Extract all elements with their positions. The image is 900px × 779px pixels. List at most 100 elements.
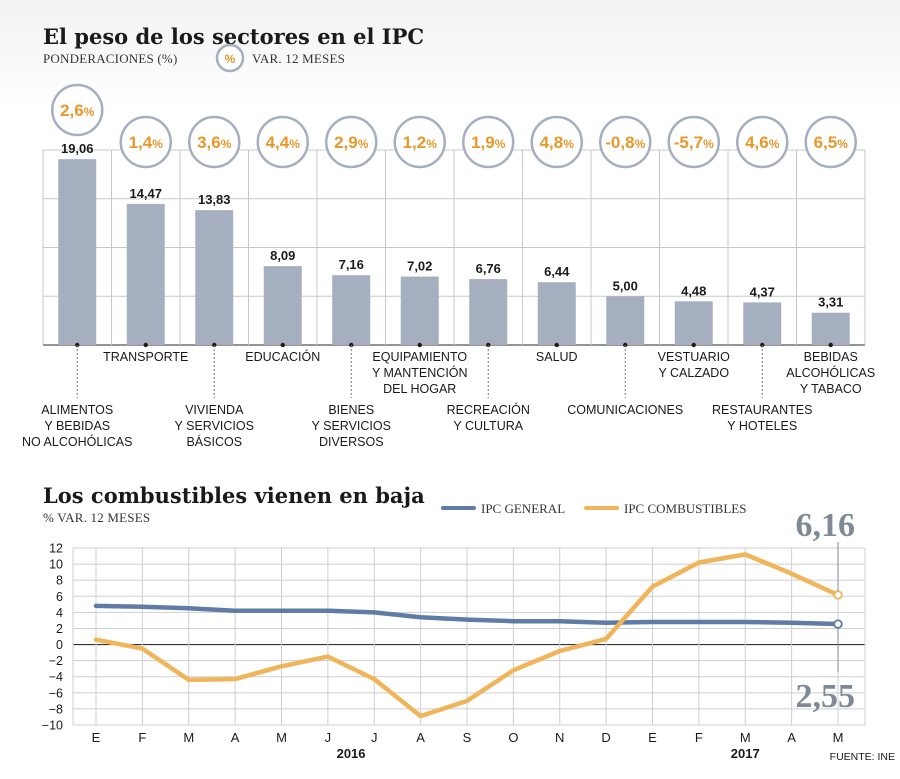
bar [58,159,97,345]
variation-badge-label: 2,6% [60,101,95,120]
variation-badge-label: -0,8% [605,133,645,152]
x-tick-label: F [138,730,146,745]
bar [126,203,165,345]
x-tick-label: E [92,730,101,745]
variation-badge-label: 1,4% [129,133,164,152]
y-tick-label: 0 [56,638,63,652]
category-label: DEL HOGAR [383,382,456,396]
x-year-label: 2016 [337,746,366,761]
category-label: TRANSPORTE [103,350,188,364]
y-tick-label: −2 [49,654,63,668]
x-tick-label: A [787,730,796,745]
variation-badge [667,115,720,169]
variation-badge-label: 4,8% [540,133,575,152]
category-label: VIVIENDA [185,403,244,417]
series-line-ipc-combustibles [93,552,841,719]
category-label: NO ALCOHÓLICAS [22,434,132,449]
x-tick-label: N [555,730,564,745]
y-tick-label: −6 [49,686,63,700]
variation-badge [393,115,446,169]
leader-dot [143,342,148,348]
x-tick-label: M [833,730,844,745]
variation-badge-label: 4,4% [266,133,301,152]
variation-badge-label: 2,9% [334,133,369,152]
x-tick-label: A [231,730,240,745]
bar [195,210,234,345]
bar-chart-bars [58,159,850,345]
end-value-ipc-general: 2,55 [796,678,856,715]
bar-value-label: 13,83 [198,192,231,207]
variation-badge [325,115,378,169]
bar-value-label: 6,76 [476,261,501,276]
category-label: RECREACIÓN [447,402,530,417]
leader-dot [554,342,559,348]
series-end-marker [833,619,843,629]
header-band [0,0,900,110]
variation-badge-label: 1,2% [403,133,438,152]
variation-badge [51,83,104,137]
variation-badge-label: 1,9% [471,133,506,152]
bar [674,301,713,345]
category-label: EDUCACIÓN [245,349,320,364]
leader-dot [691,342,696,348]
y-tick-label: −8 [49,702,63,716]
bar-chart-subtitle: PONDERACIONES (%) [43,51,177,66]
category-label: Y MANTENCIÓN [372,365,468,380]
category-label: VESTUARIO [658,350,731,364]
line-chart-subtitle: % VAR. 12 MESES [43,510,150,525]
category-label: Y BEBIDAS [44,419,110,433]
legend-badge-label: VAR. 12 MESES [252,51,345,66]
x-tick-label: M [276,730,287,745]
bar-value-label: 6,44 [544,264,570,279]
category-label: ALIMENTOS [41,403,113,417]
series-line-ipc-general [93,603,841,627]
variation-badge [804,115,857,169]
bar-value-label: 19,06 [61,141,94,156]
x-tick-label: F [695,730,703,745]
bar-value-label: 5,00 [613,278,638,293]
category-label: Y SERVICIOS [175,419,254,433]
variation-badge-label: 3,6% [197,133,232,152]
series-end-marker [833,590,843,600]
x-tick-label: J [371,730,378,745]
category-label: DIVERSOS [319,435,384,449]
y-tick-label: −10 [42,719,63,733]
category-label: Y HOTELES [727,419,797,433]
y-tick-label: 4 [56,606,63,620]
variation-badge [462,115,515,169]
category-label: BEBIDAS [804,350,858,364]
category-label: Y TABACO [800,382,862,396]
bar [606,296,645,345]
x-year-label: 2017 [731,746,760,761]
bar [743,302,782,345]
bar-value-label: 7,02 [407,259,432,274]
x-tick-label: M [183,730,194,745]
legend-label-ipc-combustibles: IPC COMBUSTIBLES [624,501,746,516]
variation-badge [599,115,652,169]
line-chart-title: Los combustibles vienen en baja [43,483,425,508]
source-note: FUENTE: INE [830,751,895,763]
y-tick-label: 10 [49,558,63,572]
category-label: BÁSICOS [186,434,242,449]
bar-chart-grid [42,149,866,346]
leader-dot [417,342,422,348]
leader-dot [280,342,285,348]
y-tick-label: 12 [49,542,63,556]
y-tick-label: 6 [56,590,63,604]
bar [332,275,371,345]
line-legend: IPC GENERAL IPC COMBUSTIBLES [441,501,746,516]
legend-badge-circle [215,43,245,73]
x-tick-label: M [740,730,751,745]
category-label: EQUIPAMIENTO [372,350,467,364]
bar-value-label: 14,47 [129,186,162,201]
variation-badge [530,115,583,169]
category-label: ALCOHÓLICAS [786,365,875,380]
x-tick-label: E [648,730,657,745]
y-tick-label: 2 [56,622,63,636]
legend-label-ipc-general: IPC GENERAL [481,501,565,516]
variation-badge-label: -5,7% [674,133,714,152]
category-label: SALUD [536,350,578,364]
variation-badge [188,115,241,169]
bar [469,279,508,345]
